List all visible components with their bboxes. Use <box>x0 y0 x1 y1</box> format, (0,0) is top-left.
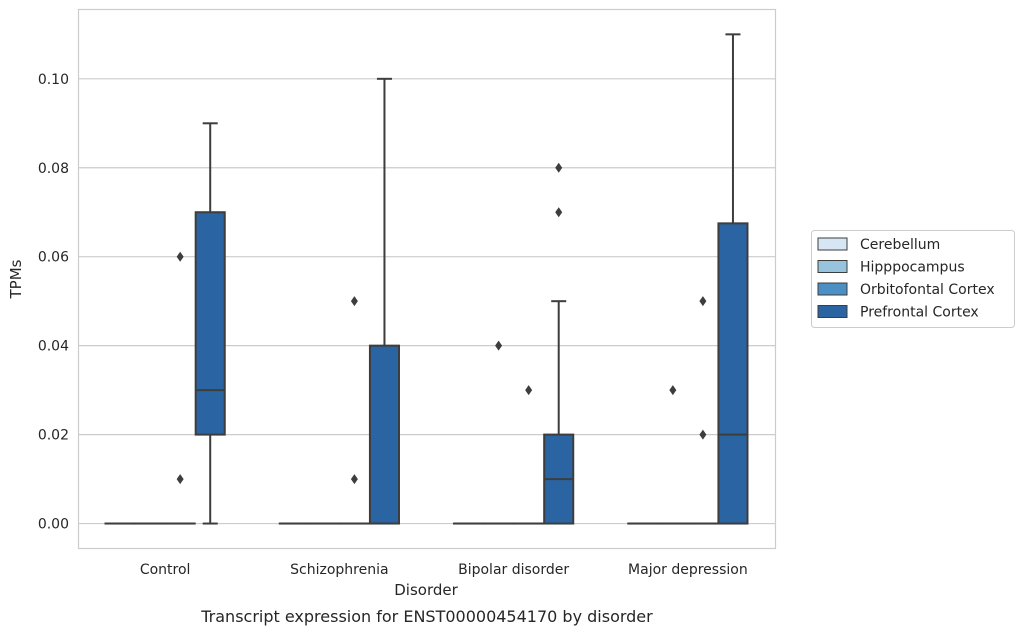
box-group <box>543 162 575 525</box>
legend-swatch <box>817 237 848 251</box>
outlier-point <box>555 207 563 218</box>
box-group <box>717 33 749 525</box>
y-tick-label: 0.02 <box>38 428 69 444</box>
outlier-point <box>495 340 503 351</box>
x-axis-ticks: Control Schizophrenia Bipolar disorder Majo… <box>140 562 748 578</box>
legend-label: Hipppocampus <box>860 260 965 276</box>
plot-marks <box>104 33 749 525</box>
box-group <box>483 340 515 525</box>
x-tick-label: Control <box>140 562 191 578</box>
legend-label: Orbitofontal Cortex <box>860 282 995 298</box>
y-tick-label: 0.04 <box>38 339 69 355</box>
outlier-point <box>699 429 707 440</box>
outlier-point <box>669 385 677 396</box>
box-iqr <box>194 211 226 436</box>
box-group <box>194 122 226 525</box>
box-iqr <box>368 344 400 525</box>
legend-frame <box>811 230 1015 328</box>
legend-swatch <box>817 260 848 273</box>
box-group <box>513 385 545 525</box>
y-tick-label: 0.00 <box>38 517 69 533</box>
box-iqr <box>717 222 749 525</box>
box-group <box>368 77 400 525</box>
box-group <box>657 385 689 525</box>
outlier-point <box>699 296 707 307</box>
legend-label: Cerebellum <box>860 237 940 253</box>
box-group <box>164 251 196 525</box>
x-tick-label: Bipolar disorder <box>458 562 569 578</box>
box-group <box>338 296 370 525</box>
outlier-point <box>350 474 358 485</box>
outlier-point <box>525 385 533 396</box>
legend-label: Prefrontal Cortex <box>860 305 979 321</box>
y-tick-label: 0.08 <box>38 161 69 177</box>
outlier-point <box>176 474 184 485</box>
figure-caption: Transcript expression for ENST0000045417… <box>200 607 653 626</box>
outlier-point <box>176 251 184 262</box>
y-tick-label: 0.10 <box>38 72 69 88</box>
y-axis-ticks: 0.00 0.02 0.04 0.06 0.08 0.10 <box>38 72 69 533</box>
y-tick-label: 0.06 <box>38 250 69 266</box>
plot-frame <box>77 8 777 550</box>
x-tick-label: Major depression <box>628 562 748 578</box>
box-group <box>687 296 719 525</box>
legend-swatch <box>817 305 848 318</box>
gridlines <box>78 78 775 525</box>
x-tick-label: Schizophrenia <box>290 562 388 578</box>
x-axis-label: Disorder <box>394 581 458 599</box>
legend-swatch <box>817 282 848 296</box>
outlier-point <box>350 296 358 307</box>
legend: Cerebellum Hipppocampus Orbitofontal Corte… <box>811 230 1015 328</box>
y-axis-label: TPMs <box>7 259 25 299</box>
outlier-point <box>555 162 563 173</box>
